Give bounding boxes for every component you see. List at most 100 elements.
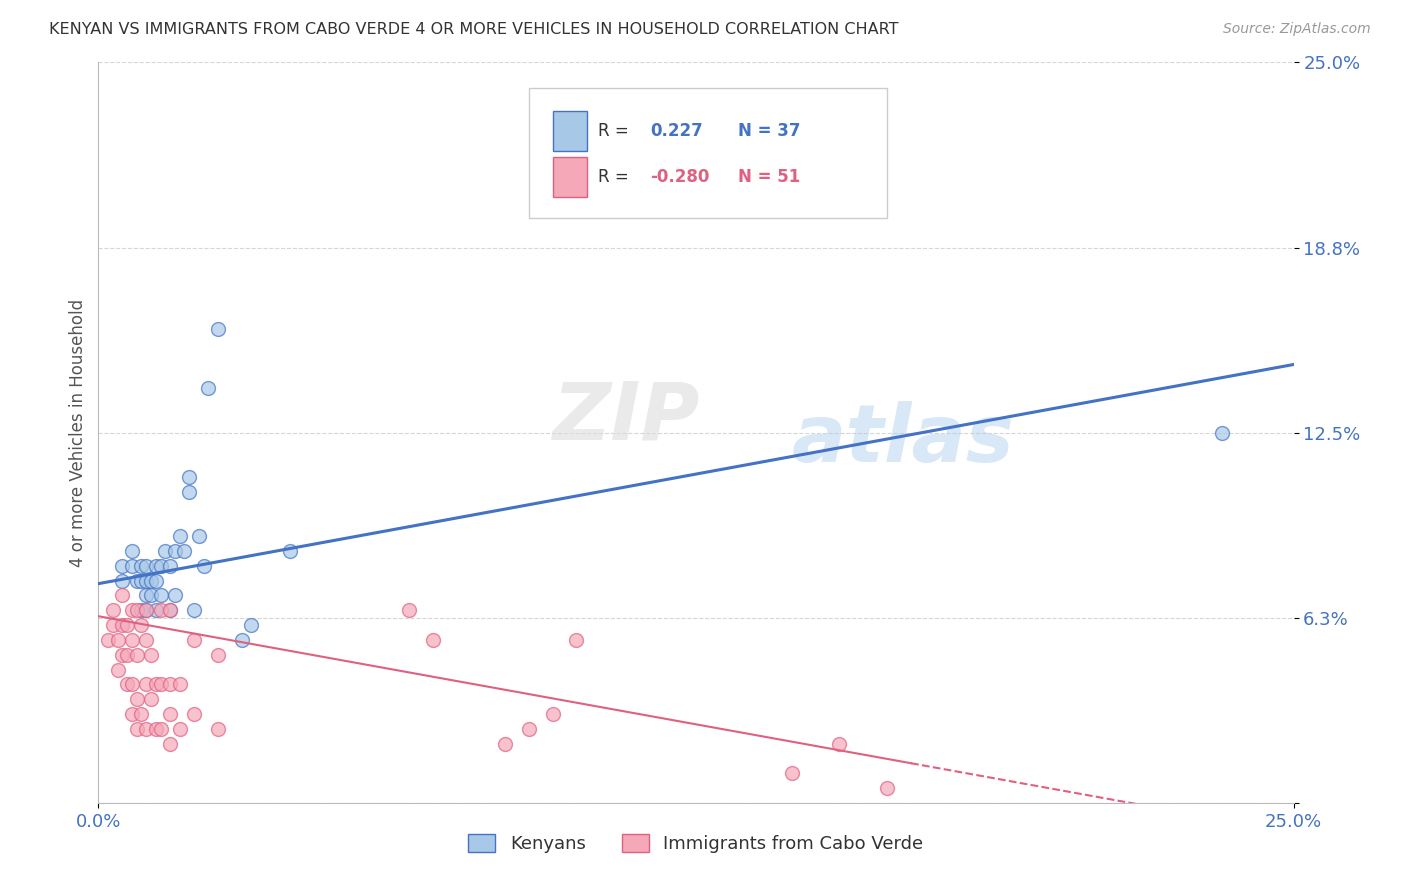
Point xyxy=(125,603,148,617)
Point xyxy=(135,558,157,573)
Point xyxy=(159,558,181,573)
Point xyxy=(139,648,162,662)
Point xyxy=(101,618,124,632)
Point xyxy=(197,381,219,395)
Point xyxy=(139,692,162,706)
Point xyxy=(398,603,420,617)
Point xyxy=(149,558,172,573)
Point xyxy=(187,529,209,543)
Point xyxy=(107,632,129,647)
Point xyxy=(169,677,191,691)
Point xyxy=(131,603,153,617)
Text: R =: R = xyxy=(598,169,634,186)
Point xyxy=(149,603,172,617)
Point xyxy=(876,780,898,795)
Point xyxy=(149,677,172,691)
Point xyxy=(135,677,157,691)
Point xyxy=(159,603,181,617)
Point xyxy=(131,558,153,573)
Point xyxy=(121,632,143,647)
Point xyxy=(207,648,229,662)
Point xyxy=(101,603,124,617)
Point xyxy=(173,544,195,558)
Point xyxy=(422,632,444,647)
Point xyxy=(155,544,177,558)
Point xyxy=(193,558,215,573)
Point xyxy=(135,603,157,617)
Point xyxy=(207,322,229,336)
Text: 0.227: 0.227 xyxy=(651,121,703,139)
Point xyxy=(145,603,167,617)
Text: N = 51: N = 51 xyxy=(738,169,800,186)
Point xyxy=(107,663,129,677)
Point xyxy=(517,722,540,736)
Point xyxy=(111,589,134,603)
Point xyxy=(115,618,138,632)
Point xyxy=(131,706,153,721)
Point xyxy=(240,618,263,632)
Point xyxy=(121,677,143,691)
Point xyxy=(139,574,162,588)
Point xyxy=(278,544,301,558)
Text: -0.280: -0.280 xyxy=(651,169,710,186)
Point xyxy=(121,544,143,558)
Point xyxy=(179,470,201,484)
Point xyxy=(780,766,803,780)
Point xyxy=(145,722,167,736)
Point xyxy=(135,574,157,588)
Point xyxy=(231,632,253,647)
Point xyxy=(179,484,201,499)
Point xyxy=(169,529,191,543)
Point xyxy=(145,677,167,691)
Point xyxy=(163,589,186,603)
Point xyxy=(135,589,157,603)
Point xyxy=(494,737,516,751)
Point xyxy=(159,603,181,617)
Point xyxy=(111,558,134,573)
FancyBboxPatch shape xyxy=(553,111,588,151)
Text: ZIP: ZIP xyxy=(553,379,700,457)
Point xyxy=(111,648,134,662)
Point xyxy=(1211,425,1233,440)
Point xyxy=(135,722,157,736)
Text: KENYAN VS IMMIGRANTS FROM CABO VERDE 4 OR MORE VEHICLES IN HOUSEHOLD CORRELATION: KENYAN VS IMMIGRANTS FROM CABO VERDE 4 O… xyxy=(49,22,898,37)
Point xyxy=(139,589,162,603)
Point xyxy=(125,648,148,662)
Point xyxy=(97,632,120,647)
Point xyxy=(183,603,205,617)
Point xyxy=(145,574,167,588)
Point xyxy=(169,722,191,736)
Point xyxy=(135,632,157,647)
Text: Source: ZipAtlas.com: Source: ZipAtlas.com xyxy=(1223,22,1371,37)
Point xyxy=(183,706,205,721)
Point xyxy=(115,648,138,662)
Point xyxy=(207,722,229,736)
Text: N = 37: N = 37 xyxy=(738,121,800,139)
Point xyxy=(163,544,186,558)
Point xyxy=(125,692,148,706)
FancyBboxPatch shape xyxy=(529,88,887,218)
Point xyxy=(115,677,138,691)
Point xyxy=(149,722,172,736)
Point xyxy=(159,737,181,751)
Text: atlas: atlas xyxy=(792,401,1014,479)
Point xyxy=(131,574,153,588)
Point xyxy=(828,737,851,751)
Y-axis label: 4 or more Vehicles in Household: 4 or more Vehicles in Household xyxy=(69,299,87,566)
Point xyxy=(135,603,157,617)
Point xyxy=(159,677,181,691)
Point xyxy=(149,589,172,603)
Point xyxy=(121,558,143,573)
Point xyxy=(159,706,181,721)
Point xyxy=(145,558,167,573)
Point xyxy=(565,632,588,647)
Point xyxy=(111,574,134,588)
Point xyxy=(183,632,205,647)
FancyBboxPatch shape xyxy=(553,157,588,197)
Point xyxy=(121,706,143,721)
Point xyxy=(125,722,148,736)
Legend: Kenyans, Immigrants from Cabo Verde: Kenyans, Immigrants from Cabo Verde xyxy=(461,827,931,861)
Point xyxy=(125,574,148,588)
Point xyxy=(121,603,143,617)
Point xyxy=(111,618,134,632)
